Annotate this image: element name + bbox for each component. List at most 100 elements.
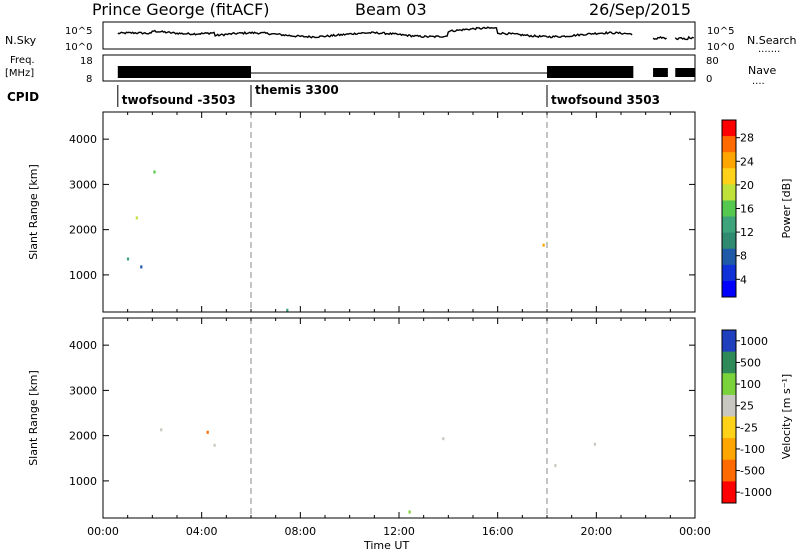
colorbar-swatch-0 — [722, 120, 736, 137]
colorbar-tick-label-5: -100 — [740, 443, 765, 456]
colorbar-swatch-7 — [722, 232, 736, 250]
xtick-label-1: 04:00 — [186, 525, 218, 538]
colorbar-swatch-5 — [722, 200, 736, 218]
xtick-label-5: 20:00 — [580, 525, 612, 538]
colorbar-swatch-3 — [722, 168, 736, 185]
x-axis-label: Time UT — [363, 539, 409, 552]
colorbar-swatch-10 — [722, 280, 736, 298]
colorbar-tick-label-4: -25 — [740, 421, 758, 434]
echo-region-4 — [542, 243, 545, 247]
colorbar-tick-label-7: -1000 — [740, 486, 772, 499]
ytick-label-2: 3000 — [69, 384, 97, 397]
colorbar-swatch-9 — [722, 264, 736, 282]
colorbar-tick-label-6: 4 — [740, 273, 747, 286]
nsky-label: N.Sky — [5, 34, 37, 47]
freq-panel: Freq. [MHz] 18 8 80 0 Nave .... — [5, 54, 776, 87]
y-axis-label: Slant Range [km] — [27, 370, 40, 466]
colorbar-tick-label-2: 100 — [740, 378, 761, 391]
cpid-segment-label-0: twofsound -3503 — [122, 93, 236, 107]
ytick-label-1: 2000 — [69, 224, 97, 237]
colorbar-tick-label-4: 12 — [740, 226, 754, 239]
station-title: Prince George (fitACF) — [92, 0, 270, 19]
nave-ytick-top: 80 — [706, 56, 719, 67]
nsky-line-tail-1 — [674, 35, 695, 41]
nsky-line — [117, 26, 633, 39]
freq-ytick-bottom: 8 — [86, 74, 92, 85]
colorbar-tick-label-2: 20 — [740, 179, 754, 192]
power-colorbar: 28 24 20 16 12 8 4 Power [dB] — [721, 119, 793, 298]
beam-title: Beam 03 — [355, 0, 427, 19]
ytick-label-3: 4000 — [69, 339, 97, 352]
freq-block-0 — [117, 66, 251, 78]
plot-frame — [102, 317, 696, 519]
colorbar-swatch-7 — [722, 481, 736, 504]
xtick-label-0: 00:00 — [87, 525, 119, 538]
echo-region-4 — [408, 510, 411, 514]
echo-region-6 — [286, 308, 289, 312]
colorbar-label: Power [dB] — [780, 179, 793, 239]
freq-label-1: Freq. — [10, 55, 35, 66]
data-gap — [634, 319, 654, 517]
ytick-label-2: 3000 — [69, 178, 97, 191]
colorbar-swatch-5 — [722, 438, 736, 461]
nave-dots: .... — [752, 76, 765, 87]
nsky-ytick-bottom: 10^0 — [65, 42, 92, 53]
velocity-panel: 1000 2000 3000 4000 Slant Range [km] 00:00 04:… — [27, 317, 711, 538]
echo-region-1 — [153, 170, 156, 174]
colorbar-tick-label-6: -500 — [740, 465, 765, 478]
cpid-segments: twofsound -3503 themis 3300 twofsound 3503 — [117, 83, 660, 107]
colorbar-swatch-8 — [722, 248, 736, 266]
colorbar-tick-label-0: 1000 — [740, 335, 768, 348]
cpid-label: CPID — [7, 90, 39, 104]
velocity-colorbar: 1000 500 100 25 -25 -100 -500 -1000 Velocity [m … — [721, 329, 793, 504]
colorbar-tick-label-1: 24 — [740, 155, 754, 168]
freq-block-1 — [547, 66, 634, 78]
date-title: 26/Sep/2015 — [589, 0, 691, 19]
nsky-line-tail-0 — [652, 35, 668, 40]
echo-region-0 — [160, 428, 216, 447]
plot-frame — [102, 111, 696, 313]
colorbar-tick-label-0: 28 — [740, 132, 754, 145]
ytick-label-3: 4000 — [69, 133, 97, 146]
colorbar-swatch-6 — [722, 216, 736, 234]
nsearch-dots: ....... — [758, 44, 780, 55]
xtick-label-2: 08:00 — [284, 525, 316, 538]
nsearch-label: N.Search — [747, 34, 797, 47]
nave-ytick-bottom: 0 — [706, 74, 712, 85]
nsky-frame — [102, 21, 696, 50]
nsky-panel: N.Sky 10^5 10^0 10^5 10^0 N.Search .....… — [5, 21, 797, 55]
xtick-label-3: 12:00 — [383, 525, 415, 538]
nave-label: Nave — [748, 64, 776, 77]
freq-label-2: [MHz] — [5, 68, 34, 79]
xtick-label-4: 16:00 — [482, 525, 514, 538]
colorbar-swatch-4 — [722, 184, 736, 201]
colorbar-swatch-6 — [722, 459, 736, 482]
colorbar-label: Velocity [m s⁻¹] — [780, 374, 793, 459]
xtick-label-6: 00:00 — [679, 525, 711, 538]
colorbar-swatch-3 — [722, 394, 736, 417]
freq-block-2 — [653, 68, 668, 77]
colorbar-tick-label-3: 25 — [740, 400, 754, 413]
colorbar-swatch-2 — [722, 152, 736, 169]
colorbar-tick-label-5: 8 — [740, 250, 747, 263]
cpid-segment-label-2: twofsound 3503 — [551, 93, 660, 107]
nsearch-ytick-top: 10^5 — [707, 26, 734, 37]
ytick-label-0: 1000 — [69, 269, 97, 282]
ytick-label-0: 1000 — [69, 475, 97, 488]
cpid-segment-label-1: themis 3300 — [255, 83, 339, 97]
colorbar-tick-label-3: 16 — [740, 203, 754, 216]
nsky-ytick-top: 10^5 — [65, 26, 92, 37]
y-axis-label: Slant Range [km] — [27, 164, 40, 260]
colorbar-frame — [721, 329, 737, 504]
colorbar-swatch-0 — [722, 330, 736, 353]
power-panel: 1000 2000 3000 4000 Slant Range [km] — [27, 111, 696, 313]
colorbar-swatch-1 — [722, 136, 736, 153]
colorbar-swatch-4 — [722, 416, 736, 439]
colorbar-swatch-1 — [722, 351, 736, 374]
nsky-trace — [117, 26, 695, 41]
ytick-label-1: 2000 — [69, 430, 97, 443]
nsearch-ytick-bottom: 10^0 — [707, 42, 734, 53]
echo-region-0 — [126, 216, 143, 269]
